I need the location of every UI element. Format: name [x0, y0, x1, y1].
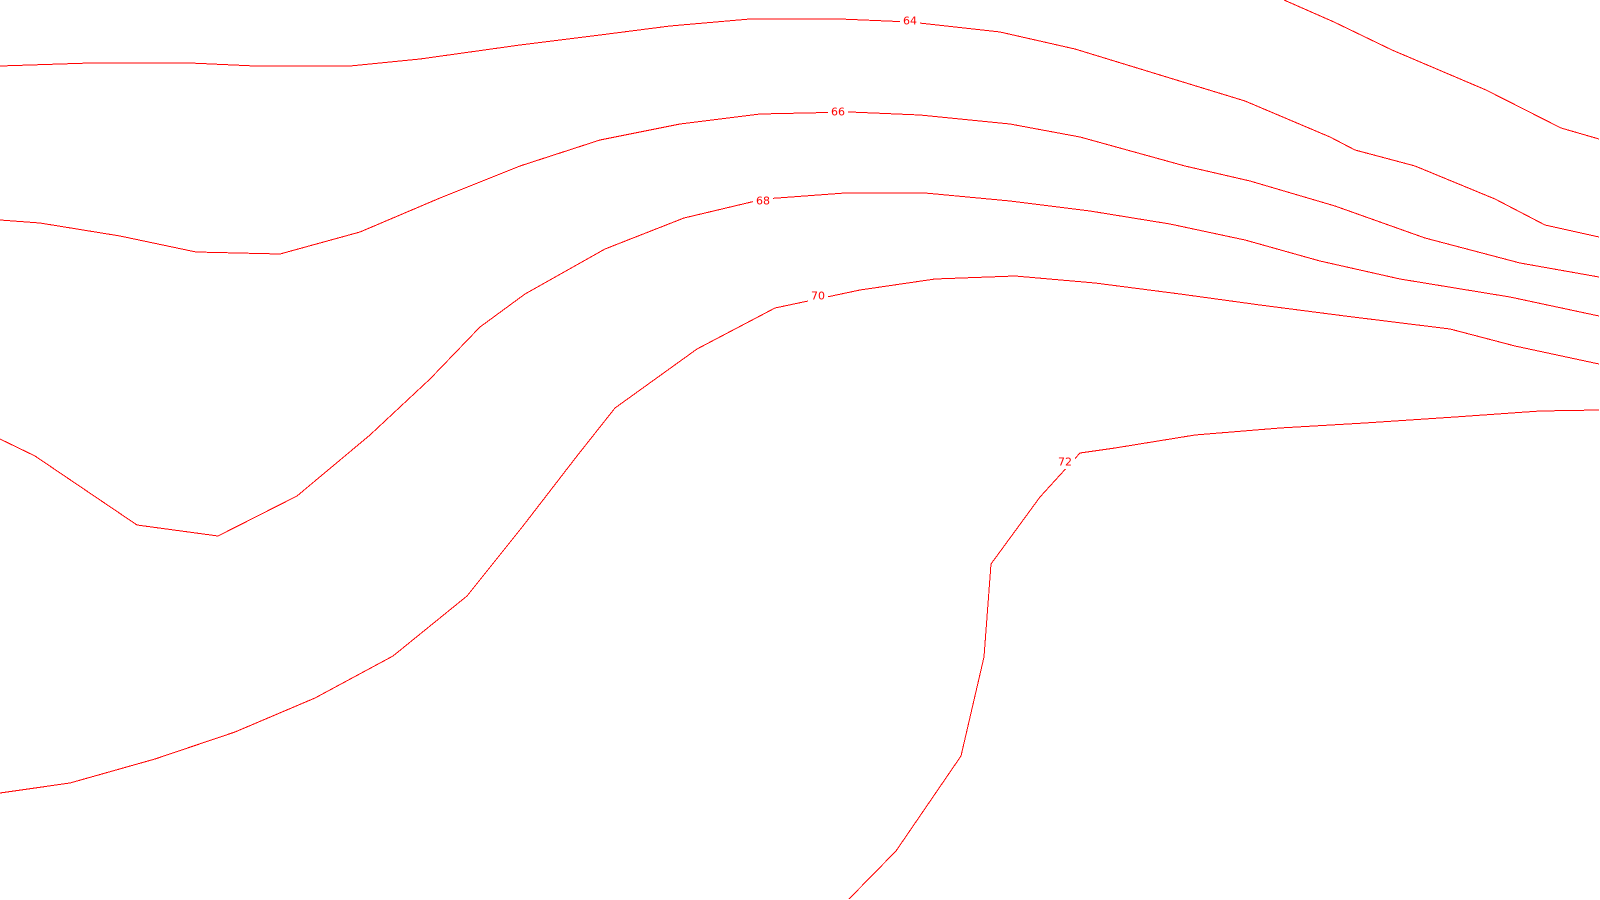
contour-label-64-text: 64 — [903, 15, 917, 28]
contour-label-70-text: 70 — [811, 290, 825, 303]
contour-label-64-background — [900, 14, 920, 28]
contour-line-64-upper-right — [1283, 0, 1600, 140]
contour-label-70-background — [808, 289, 828, 303]
contour-label-68-text: 68 — [756, 195, 770, 208]
contour-label-72-text: 72 — [1058, 456, 1072, 469]
contour-label-70: 70 — [808, 289, 828, 303]
contour-label-68: 68 — [753, 194, 773, 208]
contour-line-64 — [0, 18, 1600, 238]
contour-label-66-text: 66 — [831, 106, 845, 119]
contour-label-72-background — [1055, 455, 1075, 469]
contour-label-72: 72 — [1055, 455, 1075, 469]
contour-line-66 — [0, 111, 1600, 278]
contour-label-64: 64 — [900, 14, 920, 28]
contour-line-70 — [0, 275, 1600, 794]
contour-line-72 — [848, 409, 1600, 900]
contour-label-66-background — [828, 105, 848, 119]
contour-line-68 — [0, 192, 1600, 537]
contour-label-66: 66 — [828, 105, 848, 119]
contour-label-68-background — [753, 194, 773, 208]
